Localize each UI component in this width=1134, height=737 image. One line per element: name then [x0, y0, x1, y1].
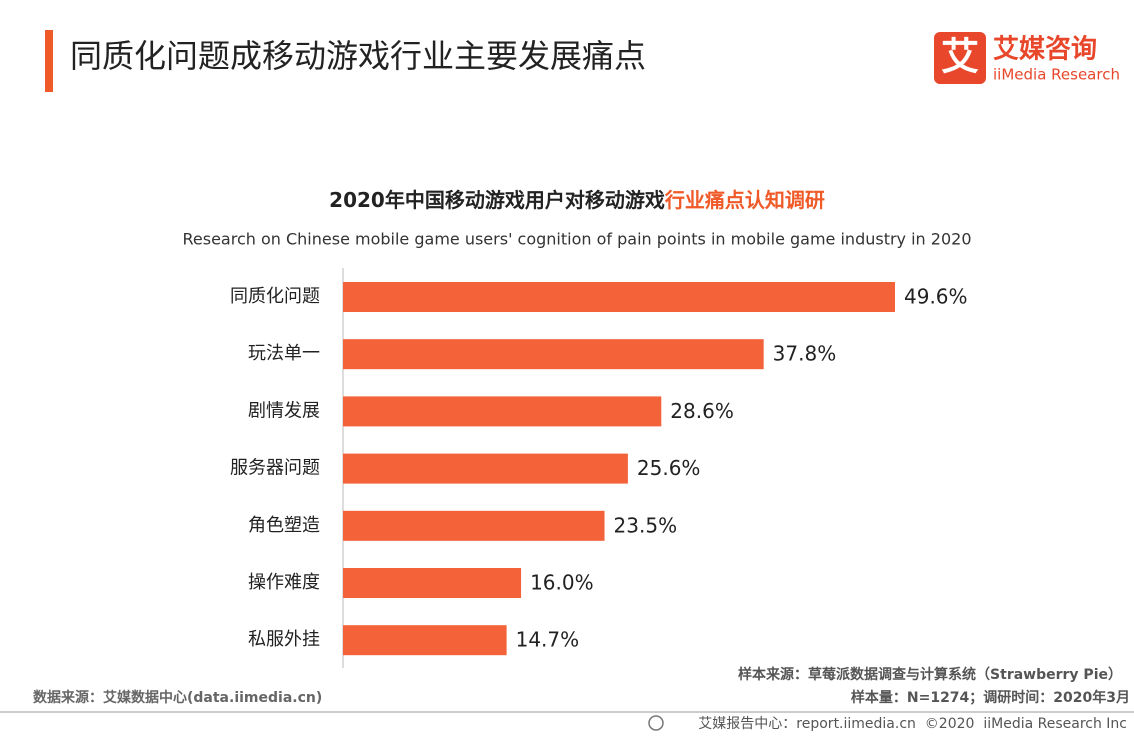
value-label: 25.6% — [637, 456, 701, 480]
bar — [343, 625, 507, 656]
chart-subtitle: Research on Chinese mobile game users' c… — [183, 230, 972, 249]
page-title: 同质化问题成移动游戏行业主要发展痛点 — [70, 37, 646, 75]
logo-icon: 艾 — [941, 35, 979, 79]
bar — [343, 568, 522, 598]
sample-size: 样本量：N=1274；调研时间：2020年3月 — [851, 689, 1130, 706]
chart-title-highlight: 行业痛点认知调研 — [664, 188, 825, 212]
value-label: 23.5% — [614, 513, 678, 537]
value-label: 37.8% — [773, 342, 837, 366]
value-label: 16.0% — [530, 571, 594, 595]
footer-report: 艾媒报告中心：report.iimedia.cn ©2020 iiMedia R… — [698, 716, 1127, 732]
chart-title: 2020年中国移动游戏用户对移动游戏行业痛点认知调研 — [329, 188, 825, 212]
category-label: 角色塑造 — [248, 515, 320, 536]
chart-title-part: 2020年中国移动游戏用户对移动游戏 — [329, 188, 665, 212]
logo-name: 艾媒咨询 — [993, 34, 1097, 65]
globe-icon — [648, 715, 664, 731]
bar — [343, 396, 662, 427]
bar — [343, 282, 895, 312]
category-label: 剧情发展 — [248, 400, 320, 421]
value-label: 28.6% — [670, 399, 734, 423]
category-label: 服务器问题 — [230, 458, 320, 479]
category-label: 私服外挂 — [248, 629, 320, 650]
bar — [343, 339, 764, 370]
logo-box — [934, 32, 986, 84]
sample-source: 样本来源：草莓派数据调查与计算系统（Strawberry Pie） — [738, 666, 1122, 683]
logo-en: iiMedia Research — [993, 66, 1120, 84]
value-label: 49.6% — [904, 285, 968, 309]
bars: 同质化问题 49.6% 玩法单一 37.8% 剧情发展 28.6% 服务器问题 25.6% 角色… — [230, 282, 968, 656]
category-label: 同质化问题 — [230, 286, 320, 307]
bar — [343, 453, 628, 484]
title-accent — [45, 30, 53, 92]
category-label: 操作难度 — [248, 572, 320, 593]
category-label: 玩法单一 — [248, 343, 320, 364]
data-source: 数据来源：艾媒数据中心(data.iimedia.cn) — [33, 689, 322, 706]
value-label: 14.7% — [516, 628, 580, 652]
bar — [343, 510, 605, 541]
